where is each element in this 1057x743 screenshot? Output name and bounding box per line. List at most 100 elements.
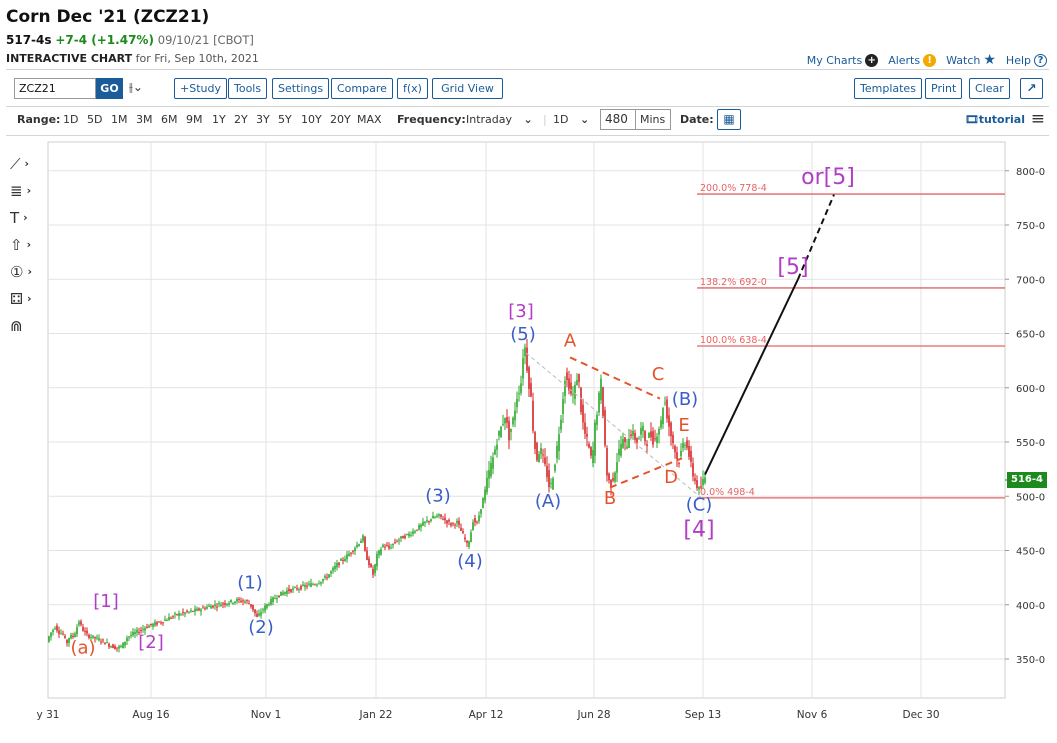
calendar-icon[interactable]: ▦ (717, 109, 741, 130)
clear-button[interactable]: Clear (969, 78, 1010, 99)
candle-body (678, 462, 680, 464)
wave-label-tool[interactable]: ① › (10, 258, 44, 285)
candle-body (336, 562, 338, 568)
y-tick-label: 600-0 (1016, 384, 1045, 395)
candle-body (566, 372, 568, 381)
go-button[interactable]: GO (96, 78, 123, 99)
wave-label: E (678, 415, 689, 436)
range-3y[interactable]: 3Y (256, 113, 270, 126)
date-label: Date: (680, 113, 714, 126)
fx-button[interactable]: f(x) (397, 78, 428, 99)
candle-body (512, 417, 514, 425)
candle-body (286, 590, 288, 594)
candle-body (640, 427, 642, 435)
wave-label: (1) (237, 572, 263, 593)
range-5d[interactable]: 5D (87, 113, 103, 126)
grid-view-button[interactable]: Grid View (432, 78, 503, 99)
range-3m[interactable]: 3M (136, 113, 153, 126)
study-button[interactable]: +Study (174, 78, 227, 99)
text-tool[interactable]: T › (10, 204, 44, 231)
fib-tool[interactable]: ≣ › (10, 177, 44, 204)
candle-body (688, 445, 690, 457)
frequency-select[interactable]: Intraday ⌄ (466, 113, 533, 126)
candle-body (220, 604, 222, 607)
candle-body (72, 635, 74, 637)
watch-link[interactable]: Watch ★ (946, 52, 996, 68)
trendline-tool[interactable]: ⟋ › (10, 150, 44, 177)
templates-button[interactable]: Templates (854, 78, 922, 99)
candle-body (680, 450, 682, 457)
candle-body (84, 630, 86, 632)
candle-body (660, 420, 662, 428)
candle-body (582, 404, 584, 423)
candle-body (58, 630, 60, 634)
candle-body (238, 598, 240, 600)
symbol-input[interactable] (14, 78, 96, 99)
wave-label: (a) (70, 638, 95, 659)
candle-body (440, 514, 442, 517)
candle-body (550, 482, 552, 484)
candle-body (532, 400, 534, 431)
help-link[interactable]: Help ? (1006, 53, 1047, 67)
candle-body (408, 533, 410, 537)
candle-body (346, 554, 348, 560)
candle-body (476, 521, 478, 523)
range-5y[interactable]: 5Y (278, 113, 292, 126)
arrow-tool[interactable]: ⇧ › (10, 231, 44, 258)
x-tick-label: Nov 6 (797, 709, 828, 721)
candle-body (302, 584, 304, 586)
candle-body (188, 611, 190, 613)
hamburger-menu-icon[interactable]: ≡ (1030, 109, 1045, 129)
plus-circle-icon: + (865, 53, 879, 67)
range-10y[interactable]: 10Y (301, 113, 322, 126)
candle-body (142, 628, 144, 630)
compare-button[interactable]: Compare (331, 78, 393, 99)
interval-select[interactable]: 1D ⌄ (553, 113, 589, 126)
tutorial-link[interactable]: 🎞tutorial (965, 113, 1025, 126)
range-2y[interactable]: 2Y (234, 113, 248, 126)
candle-body (522, 358, 524, 379)
candle-body (588, 443, 590, 448)
candle-body (692, 463, 694, 477)
range-1d[interactable]: 1D (63, 113, 79, 126)
candle-body (504, 417, 506, 424)
print-button[interactable]: Print (925, 78, 963, 99)
candle-body (506, 417, 508, 423)
candle-body (676, 452, 678, 460)
range-9m[interactable]: 9M (186, 113, 203, 126)
wave-label: A (564, 331, 577, 352)
range-max[interactable]: MAX (357, 113, 382, 126)
candle-body (542, 454, 544, 456)
candle-body (592, 449, 594, 464)
candle-body (140, 630, 142, 632)
candle-body (430, 519, 432, 522)
range-1m[interactable]: 1M (111, 113, 128, 126)
candle-body (122, 642, 124, 649)
candle-body (596, 414, 598, 425)
separator: | (543, 113, 547, 126)
magnet-tool[interactable]: ⋒ (10, 312, 44, 339)
tools-button[interactable]: Tools (228, 78, 268, 99)
y-tick-label: 350-0 (1016, 655, 1045, 666)
expand-icon[interactable]: ↗ (1020, 78, 1043, 99)
candle-body (632, 430, 634, 436)
range-1y[interactable]: 1Y (212, 113, 226, 126)
candle-body (102, 639, 104, 641)
candle-body (210, 606, 212, 609)
quote-line: 517-4s +7-4 (+1.47%) 09/10/21 [CBOT] (6, 33, 254, 47)
candle-body (138, 632, 140, 634)
chevron-right-icon: › (24, 157, 30, 170)
wave-label: [5] (777, 255, 808, 280)
alerts-link[interactable]: Alerts ! (888, 53, 937, 67)
range-20y[interactable]: 20Y (330, 113, 351, 126)
settings-button[interactable]: Settings (272, 78, 330, 99)
my-charts-link[interactable]: My Charts + (807, 53, 879, 67)
chart-type-dropdown[interactable]: ⫲⌄ (129, 80, 143, 95)
pattern-tool[interactable]: ⚃ › (10, 285, 44, 312)
candle-body (616, 462, 618, 473)
candle-body (334, 565, 336, 570)
wave-label: [2] (138, 632, 164, 653)
candle-body (318, 583, 320, 585)
range-6m[interactable]: 6M (161, 113, 178, 126)
